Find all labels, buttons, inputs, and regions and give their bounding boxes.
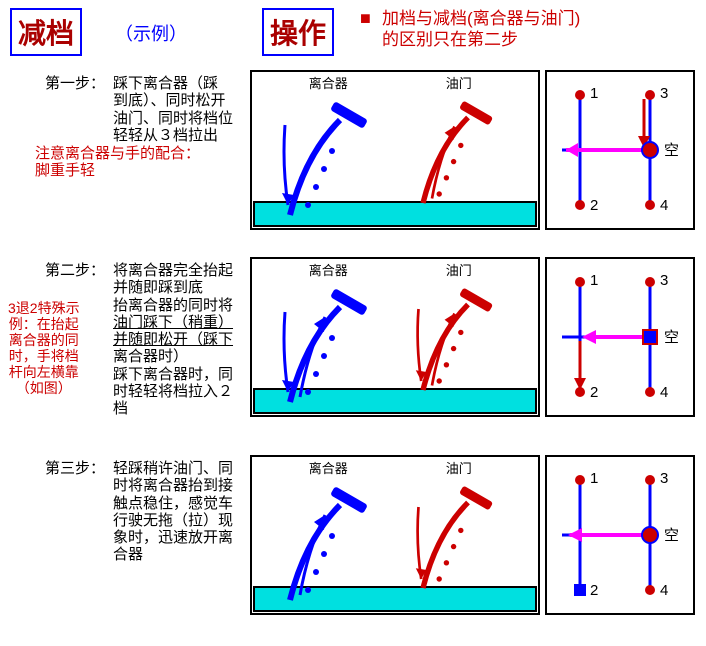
step-label: 第一步：: [45, 75, 105, 92]
step-body: 轻踩稍许油门、同 时将离合器抬到接 触点稳住，感觉车 行驶无拖（拉）现 象时，迅…: [113, 460, 233, 564]
svg-text:1: 1: [590, 85, 598, 102]
svg-text:2: 2: [590, 197, 598, 214]
pedal-panel: 离合器 油门: [250, 70, 540, 230]
clutch-label: 离合器: [309, 76, 348, 91]
svg-text:3: 3: [660, 272, 668, 289]
title-operation: 操作: [262, 8, 334, 56]
title-example: （示例）: [115, 20, 187, 46]
svg-text:3: 3: [660, 470, 668, 487]
step-side-note: 3退2特殊示 例：在抬起 离合器的同 时，手将档 杆向左横靠 （如图）: [8, 300, 80, 397]
clutch-label: 离合器: [309, 263, 348, 278]
step-label: 第三步：: [45, 460, 105, 477]
op-text: 操作: [270, 19, 326, 50]
pedal-panel: 离合器 油门: [250, 455, 540, 615]
svg-text:空: 空: [664, 329, 679, 346]
header-note: 加档与减档(离合器与油门) 的区别只在第二步: [382, 8, 580, 51]
svg-text:1: 1: [590, 470, 598, 487]
svg-text:4: 4: [660, 384, 668, 401]
gearbox-panel: 1 2 3 4 空: [545, 257, 695, 417]
throttle-label: 油门: [446, 76, 472, 91]
svg-text:2: 2: [590, 384, 598, 401]
header-bullet: ■: [360, 8, 371, 29]
step-warning: 注意离合器与手的配合： 脚重手轻: [35, 145, 200, 180]
throttle-label: 油门: [446, 263, 472, 278]
throttle-label: 油门: [446, 461, 472, 476]
pedal-panel: 离合器 油门: [250, 257, 540, 417]
gearbox-panel: 1 2 3 4 空: [545, 455, 695, 615]
gearbox-panel: 1 2 3 4 空: [545, 70, 695, 230]
title-downshift: 减档: [10, 8, 82, 56]
svg-text:4: 4: [660, 582, 668, 599]
clutch-label: 离合器: [309, 461, 348, 476]
svg-text:3: 3: [660, 85, 668, 102]
step-label: 第二步：: [45, 262, 105, 279]
svg-text:4: 4: [660, 197, 668, 214]
svg-text:空: 空: [664, 527, 679, 544]
step-body: 踩下离合器（踩 到底）、同时松开 油门、同时将档位 轻轻从３档拉出: [113, 75, 233, 144]
svg-text:1: 1: [590, 272, 598, 289]
svg-text:空: 空: [664, 142, 679, 159]
title-text: 减档: [18, 19, 74, 50]
svg-text:2: 2: [590, 582, 598, 599]
step-body: 将离合器完全抬起 并随即踩到底 抬离合器的同时将 油门踩下（稍重） 并随即松开（…: [113, 262, 233, 417]
